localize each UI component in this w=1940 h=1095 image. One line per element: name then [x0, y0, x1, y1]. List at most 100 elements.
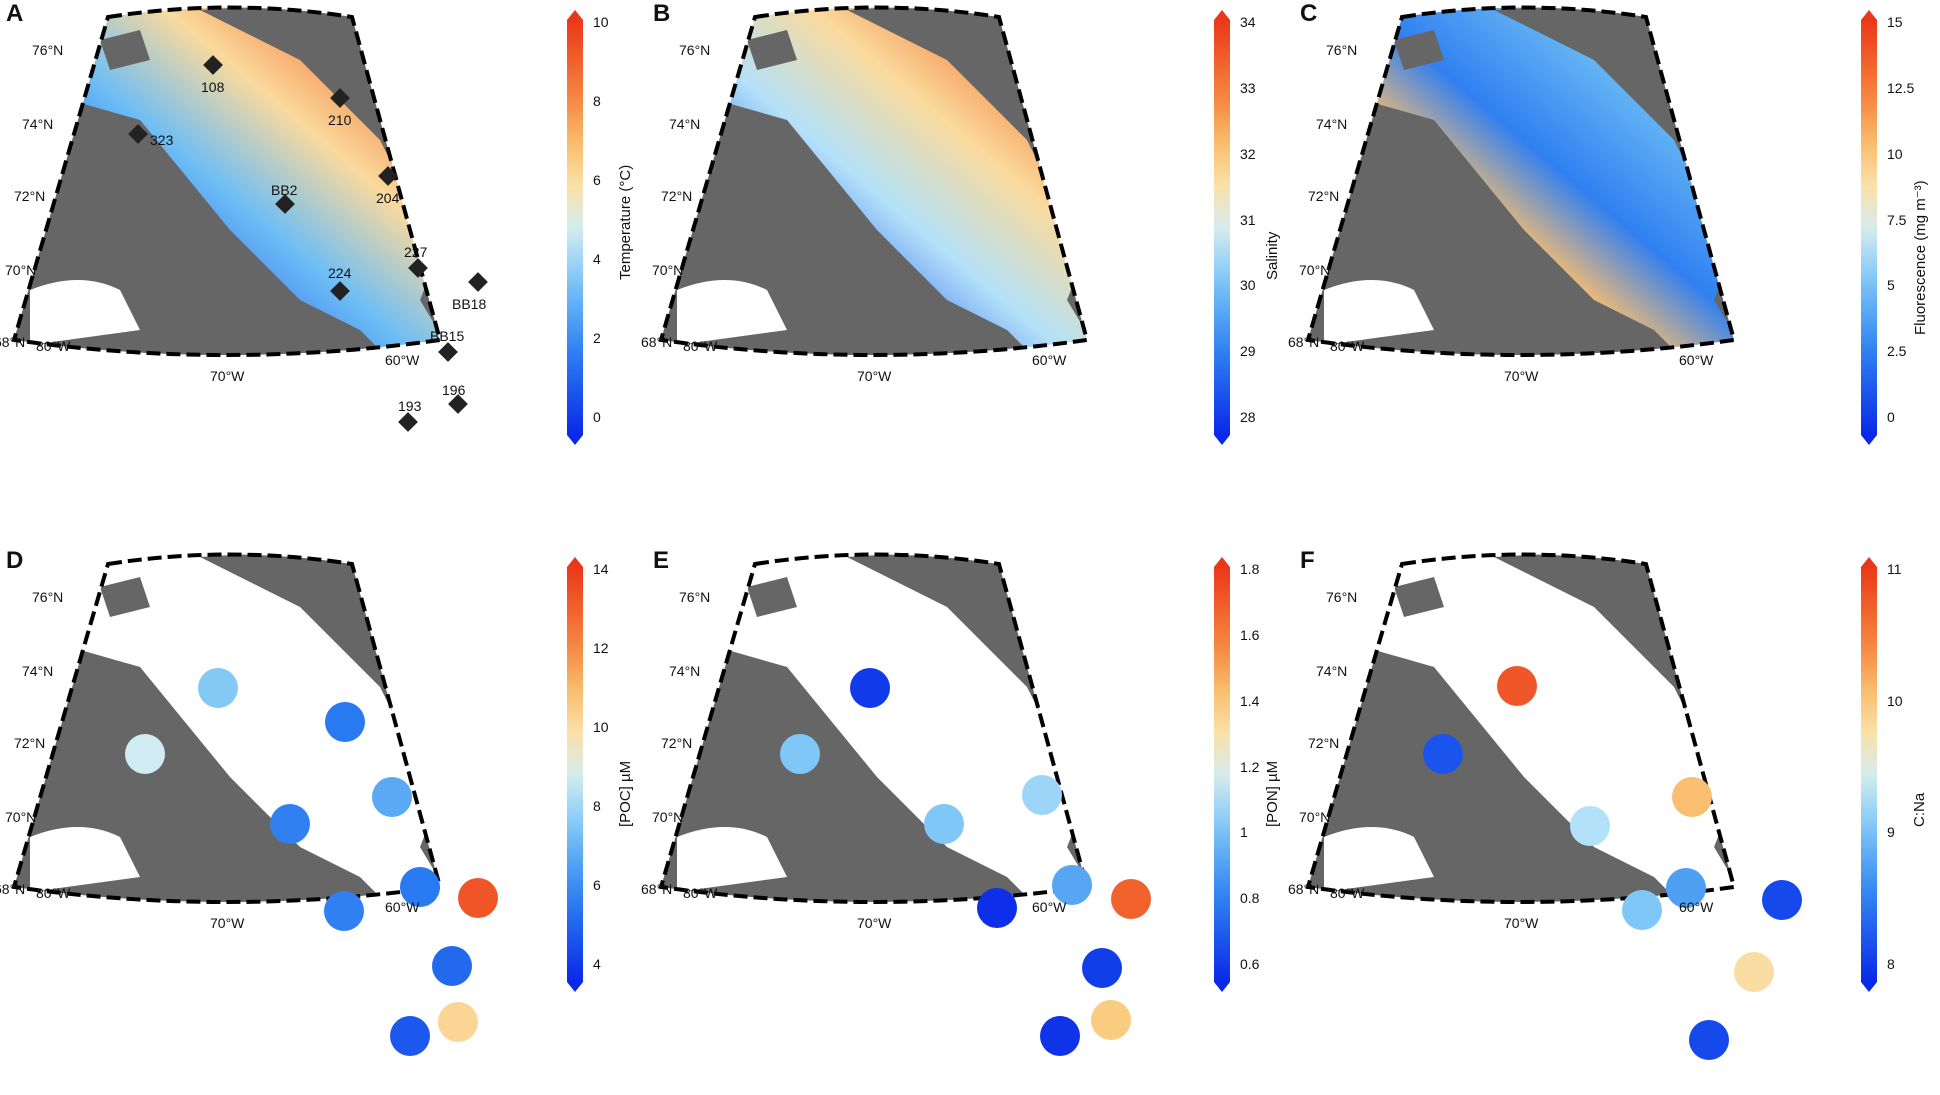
latitude-label: 76°N [679, 42, 711, 58]
sample-circle-BB18 [1111, 879, 1151, 919]
greenland-land [200, 554, 440, 897]
latitude-label: 72°N [1308, 188, 1340, 204]
sample-circle-BB15 [432, 946, 472, 986]
colorbar-min-arrow [1214, 982, 1230, 992]
colorbar-tick-label: 0.8 [1240, 890, 1260, 907]
map-panel-F: F 76°N 74°N 72°N 70°N 68°N 80°W 70°W 60°W 11 10 9 8 C… [1288, 547, 1940, 1094]
sample-circle-BB18 [458, 878, 498, 918]
colorbar-title: C:Na [1911, 792, 1928, 827]
sample-circle-193 [1689, 1020, 1729, 1060]
disko-island-land [1077, 797, 1087, 847]
colorbar [567, 20, 583, 435]
sample-circle-BB2 [1570, 806, 1610, 846]
colorbar-tick-label: 15 [1887, 14, 1903, 30]
latitude-label: 72°N [14, 735, 46, 751]
colorbar-tick-label: 8 [593, 798, 601, 814]
latitude-label: 76°N [1326, 589, 1358, 605]
colorbar-tick-label: 7.5 [1887, 211, 1907, 228]
colorbar-min-arrow [567, 435, 583, 445]
colorbar-tick-label: 10 [593, 719, 609, 735]
sample-circle-BB18 [1762, 880, 1802, 920]
longitude-label: 60°W [385, 899, 420, 915]
longitude-label: 70°W [1504, 368, 1539, 384]
colorbar-tick-label: 2 [593, 330, 601, 346]
sample-circle-108 [1497, 666, 1537, 706]
colorbar-tick-label: 14 [593, 561, 609, 577]
sample-circle-210 [325, 702, 365, 742]
colorbar-tick-label: 12.5 [1887, 79, 1915, 96]
colorbar-tick-label: 10 [593, 14, 609, 30]
colorbar-tick-label: 29 [1240, 343, 1256, 360]
latitude-label: 68°N [641, 881, 673, 897]
greenland-land [200, 7, 440, 350]
sample-circle-196 [1734, 952, 1774, 992]
latitude-label: 76°N [32, 42, 64, 58]
colorbar-max-arrow [1861, 557, 1877, 567]
colorbar-title: Temperature (°C) [617, 164, 634, 280]
colorbar [1861, 567, 1877, 982]
colorbar-tick-label: 28 [1240, 409, 1256, 425]
latitude-label: 72°N [14, 188, 46, 204]
sample-circle-193 [1040, 1016, 1080, 1056]
colorbar-max-arrow [1861, 10, 1877, 20]
latitude-label: 74°N [22, 663, 54, 679]
longitude-label: 60°W [1679, 352, 1714, 368]
longitude-label: 70°W [857, 368, 892, 384]
longitude-label: 80°W [36, 885, 71, 901]
latitude-label: 70°N [1299, 809, 1331, 825]
colorbar-tick-label: 1.8 [1240, 561, 1260, 577]
colorbar-tick-label: 8 [593, 93, 601, 109]
longitude-label: 80°W [36, 338, 71, 354]
panel-letter: C [1300, 0, 1318, 27]
colorbar-tick-label: 1 [1240, 824, 1248, 841]
latitude-label: 68°N [1288, 881, 1320, 897]
disko-island-land [1077, 250, 1087, 300]
sample-circle-196 [438, 1002, 478, 1042]
colorbar-tick-label: 32 [1240, 145, 1256, 162]
island-land [1389, 577, 1454, 707]
island-land [742, 30, 807, 160]
map-panel-D: D 76°N 74°N 72°N 70°N 68°N 80°W 70°W 60°W 14 12 10 8… [0, 547, 647, 1094]
sample-circle-BB2 [924, 804, 964, 844]
lake-shape [677, 280, 787, 345]
colorbar-max-arrow [567, 557, 583, 567]
latitude-label: 68°N [641, 334, 673, 350]
colorbar-max-arrow [567, 10, 583, 20]
greenland-land [847, 7, 1087, 350]
colorbar-tick-label: 0 [1887, 409, 1895, 425]
colorbar-tick-label: 30 [1240, 277, 1256, 294]
latitude-label: 70°N [5, 262, 37, 278]
station-label: 204 [376, 190, 400, 206]
latitude-label: 74°N [22, 116, 54, 132]
latitude-label: 72°N [661, 188, 693, 204]
colorbar-tick-label: 6 [593, 172, 601, 188]
longitude-label: 80°W [683, 338, 718, 354]
station-marker [330, 281, 350, 301]
station-label: 227 [404, 244, 428, 260]
panel-letter: E [653, 547, 670, 574]
station-marker [438, 342, 458, 362]
colorbar-tick-label: 12 [593, 640, 609, 656]
colorbar-tick-label: 8 [1887, 956, 1895, 972]
colorbar-tick-label: 9 [1887, 824, 1895, 841]
sample-circle-108 [850, 668, 890, 708]
latitude-label: 68°N [0, 881, 26, 897]
longitude-label: 70°W [210, 368, 245, 384]
map-frame [658, 5, 1090, 357]
colorbar-tick-label: 4 [593, 956, 601, 972]
station-label: BB15 [430, 328, 465, 344]
map-panel-C: C 76°N 74°N 72°N 70°N 68°N 80°W 70°W 60°W 15 12.5 1… [1288, 0, 1940, 547]
colorbar-tick-label: 33 [1240, 79, 1256, 96]
map-panel-E: E 76°N 74°N 72°N 70°N 68°N 80°W 70°W 60°W 1.8 1.6 1… [641, 547, 1294, 1094]
longitude-label: 80°W [683, 885, 718, 901]
sample-circle-108 [198, 668, 238, 708]
sample-circle-BB15 [1082, 948, 1122, 988]
station-marker [408, 258, 428, 278]
sample-circle-BB2 [270, 804, 310, 844]
map-svg [658, 5, 1230, 445]
colorbar-tick-label: 0 [593, 409, 601, 425]
colorbar [1214, 567, 1230, 982]
map-svg [11, 552, 583, 1056]
latitude-label: 68°N [1288, 334, 1320, 350]
panel-letter: A [6, 0, 24, 27]
